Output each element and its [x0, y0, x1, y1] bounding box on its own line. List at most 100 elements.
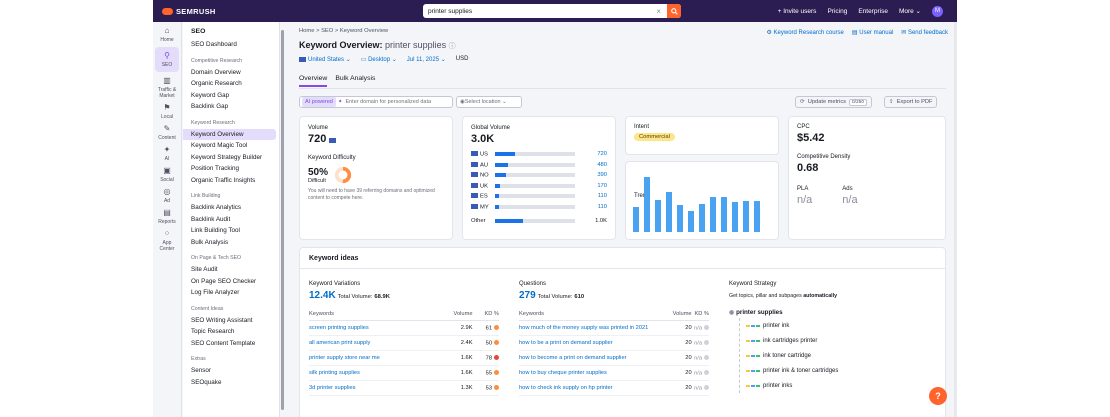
search-input[interactable] — [423, 7, 643, 15]
strategy-node-label: ink cartridges printer — [763, 337, 818, 344]
kd-dot-icon — [494, 369, 499, 375]
pricing-link[interactable]: Pricing — [827, 7, 848, 15]
variations-count[interactable]: 12.4K — [309, 290, 336, 301]
country-code: US — [471, 151, 491, 158]
rail-item-traffic[interactable]: ▥ Traffic & Market — [157, 75, 177, 99]
course-link[interactable]: ⚙ Keyword Research course — [766, 30, 844, 36]
update-metrics-button[interactable]: ⟳ Update metrics 0/250 — [795, 96, 873, 108]
menu-item[interactable]: SEO Content Template — [191, 339, 256, 347]
keyword-link[interactable]: how to become a print on demand supplier — [519, 350, 670, 366]
menu-item[interactable]: Position Tracking — [191, 165, 239, 172]
tab-bulk-analysis[interactable]: Bulk Analysis — [335, 75, 376, 82]
keyword-link[interactable]: how to be a print on demand supplier — [519, 335, 670, 351]
rail-item-reports[interactable]: ▤ Reports — [158, 207, 176, 225]
device-select[interactable]: ▭ Desktop ⌄ — [360, 57, 397, 63]
table-row: how to be a print on demand supplier 20 n/… — [519, 335, 709, 351]
more-menu[interactable]: More ⌄ — [898, 8, 921, 15]
country-select[interactable]: United States ⌄ — [299, 56, 351, 63]
clear-icon[interactable]: × — [656, 7, 661, 16]
strategy-node[interactable]: printer ink & toner cartridges — [746, 363, 919, 378]
menu-item[interactable]: On Page SEO Checker — [191, 277, 257, 285]
rail-item-home[interactable]: ⌂ Home — [160, 25, 174, 43]
semrush-logo[interactable]: SEMRUSH — [162, 7, 216, 16]
menu-item[interactable]: Bulk Analysis — [191, 238, 229, 246]
rail-item-ai[interactable]: ✦ AI — [163, 144, 171, 162]
table-row: how to become a print on demand supplier… — [519, 350, 709, 366]
country-volume[interactable]: 720 — [597, 151, 607, 158]
strategy-node[interactable]: printer ink — [746, 318, 919, 333]
menu-item[interactable]: Link Building Tool — [191, 227, 240, 234]
variations-column: Keyword Variations 12.4K Total Volume: 6… — [309, 281, 499, 396]
rail-item-content[interactable]: ✎ Content — [158, 123, 176, 141]
feedback-link[interactable]: ✉ Send feedback — [901, 30, 948, 36]
domain-input[interactable] — [345, 99, 446, 105]
trend-bar — [655, 199, 661, 232]
rail-item-ad[interactable]: ◎ Ad — [163, 186, 171, 204]
menu-item[interactable]: SEO Writing Assistant — [191, 316, 253, 324]
menu-scrollbar[interactable] — [281, 30, 284, 410]
menu-item[interactable]: Domain Overview — [191, 68, 241, 76]
date-select[interactable]: Jul 11, 2025 ⌄ — [406, 57, 446, 63]
page-scrollbar[interactable] — [954, 22, 957, 417]
rail-item-local[interactable]: ⚑ Local — [161, 102, 173, 120]
keyword-link[interactable]: 3d printer supplies — [309, 380, 438, 396]
keyword-link[interactable]: printer supply store near me — [309, 350, 438, 366]
keyword-link[interactable]: how much of the money supply was printed… — [519, 320, 670, 336]
country-volume[interactable]: 110 — [597, 203, 607, 210]
keyword-link[interactable]: screen printing supplies — [309, 320, 438, 336]
breadcrumb[interactable]: Home > SEO > Keyword Overview — [299, 28, 389, 34]
trend-bar — [743, 201, 749, 232]
strategy-node[interactable]: printer inks — [746, 378, 919, 393]
menu-item[interactable]: Backlink Gap — [191, 103, 229, 110]
keyword-kd: 50 — [472, 335, 499, 351]
enterprise-link[interactable]: Enterprise — [858, 7, 888, 15]
keyword-link[interactable]: how to buy cheque printer supplies — [519, 365, 670, 381]
country-volume[interactable]: 110 — [597, 193, 607, 200]
keyword-volume: 20 — [669, 335, 692, 351]
questions-count[interactable]: 279 — [519, 290, 536, 301]
search-bar: × — [423, 4, 681, 18]
menu-item[interactable]: Sensor — [191, 367, 211, 374]
rail-item-app-center[interactable]: ⁘ App Center — [159, 228, 175, 252]
menu-item[interactable]: Keyword Magic Tool — [191, 142, 248, 149]
country-volume[interactable]: 170 — [597, 182, 607, 189]
avatar[interactable]: M — [932, 5, 943, 17]
trend-bar — [677, 205, 683, 232]
menu-item[interactable]: Backlink Analytics — [191, 204, 242, 211]
help-button[interactable]: ? — [929, 387, 947, 405]
search-button[interactable] — [667, 4, 681, 18]
manual-link[interactable]: ▤ User manual — [851, 30, 894, 36]
country-volume[interactable]: 480 — [597, 161, 607, 168]
strategy-node[interactable]: ink cartridges printer — [746, 333, 919, 348]
menu-item[interactable]: Log File Analyzer — [191, 289, 240, 296]
menu-item-keyword-overview[interactable]: Keyword Overview — [183, 128, 276, 140]
keyword-ideas-card: Keyword ideas Keyword Variations 12.4K T… — [299, 247, 946, 417]
country-volume[interactable]: 390 — [597, 172, 607, 179]
menu-section-header: Content Ideas — [191, 305, 224, 312]
tab-overview[interactable]: Overview — [299, 75, 328, 87]
kd-dot-icon — [494, 339, 499, 345]
menu-item[interactable]: Backlink Audit — [191, 215, 231, 223]
chat-icon: ▣ — [163, 165, 171, 175]
location-select[interactable]: ◉ Select location ⌄ — [456, 96, 522, 108]
strategy-root: ◉ printer supplies — [729, 309, 783, 316]
rail-item-seo[interactable]: ⚲ SEO — [155, 47, 179, 72]
topic-chip-icon — [746, 339, 760, 342]
menu-item[interactable]: Organic Research — [191, 80, 242, 87]
intent-card: Intent Commercial — [625, 116, 779, 155]
keyword-link[interactable]: all american print supply — [309, 335, 438, 351]
menu-item[interactable]: Topic Research — [191, 328, 235, 335]
menu-item[interactable]: Organic Traffic Insights — [191, 176, 256, 184]
info-icon[interactable]: ⓘ — [448, 43, 456, 50]
menu-item[interactable]: Site Audit — [191, 266, 218, 273]
menu-item[interactable]: Keyword Strategy Builder — [191, 153, 263, 161]
keyword-link[interactable]: how to check ink supply on hp printer — [519, 380, 670, 396]
export-pdf-button[interactable]: ⇪ Export to PDF — [884, 96, 938, 108]
menu-item[interactable]: Keyword Gap — [191, 91, 230, 99]
invite-users-link[interactable]: + Invite users — [777, 7, 817, 15]
menu-item-seo-dashboard[interactable]: SEO Dashboard — [191, 41, 237, 48]
strategy-node[interactable]: ink toner cartridge — [746, 348, 919, 363]
rail-item-social[interactable]: ▣ Social — [160, 165, 174, 183]
menu-item[interactable]: SEOquake — [191, 378, 222, 386]
keyword-link[interactable]: silk printing supplies — [309, 365, 438, 381]
